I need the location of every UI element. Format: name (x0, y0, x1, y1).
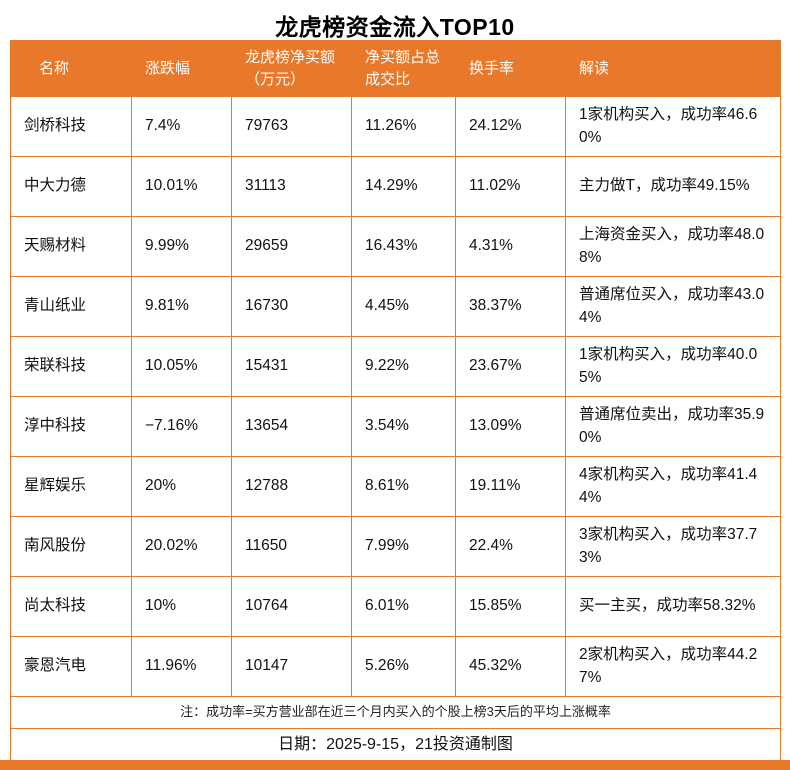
cell-name: 尚太科技 (10, 576, 132, 637)
footnote-text: 注：成功率=买方营业部在近三个月内买入的个股上榜3天后的平均上涨概率 (10, 696, 781, 729)
table-header-row: 名称 涨跌幅 龙虎榜净买额（万元） 净买额占总成交比 换手率 解读 (10, 40, 781, 97)
cell-name: 星辉娱乐 (10, 456, 132, 517)
column-header-net-buy-ratio: 净买额占总成交比 (351, 40, 456, 97)
table-row: 剑桥科技 7.4% 79763 11.26% 24.12% 1家机构买入，成功率46.60… (10, 96, 781, 157)
cell-turnover-rate: 24.12% (455, 96, 566, 157)
cell-turnover-rate: 22.4% (455, 516, 566, 577)
cell-name: 青山纸业 (10, 276, 132, 337)
cell-change-pct: 11.96% (131, 636, 232, 697)
cell-net-buy-amount: 31113 (231, 156, 352, 217)
cell-change-pct: 10.01% (131, 156, 232, 217)
table-row: 南风股份 20.02% 11650 7.99% 22.4% 3家机构买入，成功率37.73… (10, 516, 781, 577)
cell-change-pct: 9.99% (131, 216, 232, 277)
footnote-row: 注：成功率=买方营业部在近三个月内买入的个股上榜3天后的平均上涨概率 (10, 696, 781, 729)
cell-turnover-rate: 15.85% (455, 576, 566, 637)
page-title: 龙虎榜资金流入TOP10 (275, 14, 515, 40)
cell-change-pct: −7.16% (131, 396, 232, 457)
cell-interpretation: 2家机构买入，成功率44.27% (565, 636, 781, 697)
cell-turnover-rate: 13.09% (455, 396, 566, 457)
cell-net-buy-amount: 11650 (231, 516, 352, 577)
cell-net-buy-ratio: 6.01% (351, 576, 456, 637)
table-row: 尚太科技 10% 10764 6.01% 15.85% 买一主买，成功率58.32% (10, 576, 781, 637)
table-body: 剑桥科技 7.4% 79763 11.26% 24.12% 1家机构买入，成功率46.60… (10, 96, 781, 697)
cell-change-pct: 20% (131, 456, 232, 517)
cell-interpretation: 普通席位卖出，成功率35.90% (565, 396, 781, 457)
cell-net-buy-amount: 10764 (231, 576, 352, 637)
cell-change-pct: 9.81% (131, 276, 232, 337)
column-header-net-buy-amount: 龙虎榜净买额（万元） (231, 40, 352, 97)
column-header-name: 名称 (10, 40, 132, 97)
cell-turnover-rate: 38.37% (455, 276, 566, 337)
date-line-text: 日期：2025-9-15，21投资通制图 (10, 727, 781, 762)
table-row: 天赐材料 9.99% 29659 16.43% 4.31% 上海资金买入，成功率48.08… (10, 216, 781, 277)
date-row: 日期：2025-9-15，21投资通制图 (10, 727, 781, 762)
cell-interpretation: 主力做T，成功率49.15% (565, 156, 781, 217)
cell-net-buy-amount: 29659 (231, 216, 352, 277)
cell-interpretation: 1家机构买入，成功率46.60% (565, 96, 781, 157)
cell-interpretation: 买一主买，成功率58.32% (565, 576, 781, 637)
cell-change-pct: 10.05% (131, 336, 232, 397)
cell-turnover-rate: 11.02% (455, 156, 566, 217)
cell-net-buy-amount: 16730 (231, 276, 352, 337)
cell-net-buy-amount: 12788 (231, 456, 352, 517)
cell-turnover-rate: 45.32% (455, 636, 566, 697)
cell-name: 豪恩汽电 (10, 636, 132, 697)
table-row: 淳中科技 −7.16% 13654 3.54% 13.09% 普通席位卖出，成功率35.9… (10, 396, 781, 457)
cell-net-buy-ratio: 9.22% (351, 336, 456, 397)
table-row: 豪恩汽电 11.96% 10147 5.26% 45.32% 2家机构买入，成功率44.2… (10, 636, 781, 697)
cell-change-pct: 10% (131, 576, 232, 637)
cell-name: 南风股份 (10, 516, 132, 577)
cell-net-buy-ratio: 16.43% (351, 216, 456, 277)
cell-net-buy-ratio: 8.61% (351, 456, 456, 517)
cell-name: 淳中科技 (10, 396, 132, 457)
table-row: 青山纸业 9.81% 16730 4.45% 38.37% 普通席位买入，成功率43.04… (10, 276, 781, 337)
table-row: 中大力德 10.01% 31113 14.29% 11.02% 主力做T，成功率49.15… (10, 156, 781, 217)
bottom-accent-bar (0, 760, 790, 770)
cell-name: 荣联科技 (10, 336, 132, 397)
cell-interpretation: 4家机构买入，成功率41.44% (565, 456, 781, 517)
cell-net-buy-ratio: 7.99% (351, 516, 456, 577)
column-header-change-pct: 涨跌幅 (131, 40, 232, 97)
cell-name: 剑桥科技 (10, 96, 132, 157)
cell-net-buy-ratio: 3.54% (351, 396, 456, 457)
cell-net-buy-amount: 15431 (231, 336, 352, 397)
table-row: 星辉娱乐 20% 12788 8.61% 19.11% 4家机构买入，成功率41.44% (10, 456, 781, 517)
column-header-turnover-rate: 换手率 (455, 40, 566, 97)
cell-net-buy-ratio: 4.45% (351, 276, 456, 337)
stock-table: 名称 涨跌幅 龙虎榜净买额（万元） 净买额占总成交比 换手率 解读 剑桥科技 7.4% 797… (10, 40, 781, 762)
cell-net-buy-amount: 10147 (231, 636, 352, 697)
cell-net-buy-ratio: 11.26% (351, 96, 456, 157)
cell-interpretation: 上海资金买入，成功率48.08% (565, 216, 781, 277)
cell-net-buy-ratio: 14.29% (351, 156, 456, 217)
cell-interpretation: 1家机构买入，成功率40.05% (565, 336, 781, 397)
cell-net-buy-ratio: 5.26% (351, 636, 456, 697)
cell-change-pct: 20.02% (131, 516, 232, 577)
cell-interpretation: 普通席位买入，成功率43.04% (565, 276, 781, 337)
cell-net-buy-amount: 13654 (231, 396, 352, 457)
cell-name: 中大力德 (10, 156, 132, 217)
column-header-interpretation: 解读 (565, 40, 781, 97)
cell-name: 天赐材料 (10, 216, 132, 277)
cell-net-buy-amount: 79763 (231, 96, 352, 157)
cell-change-pct: 7.4% (131, 96, 232, 157)
cell-turnover-rate: 4.31% (455, 216, 566, 277)
cell-turnover-rate: 23.67% (455, 336, 566, 397)
cell-interpretation: 3家机构买入，成功率37.73% (565, 516, 781, 577)
cell-turnover-rate: 19.11% (455, 456, 566, 517)
table-row: 荣联科技 10.05% 15431 9.22% 23.67% 1家机构买入，成功率40.0… (10, 336, 781, 397)
